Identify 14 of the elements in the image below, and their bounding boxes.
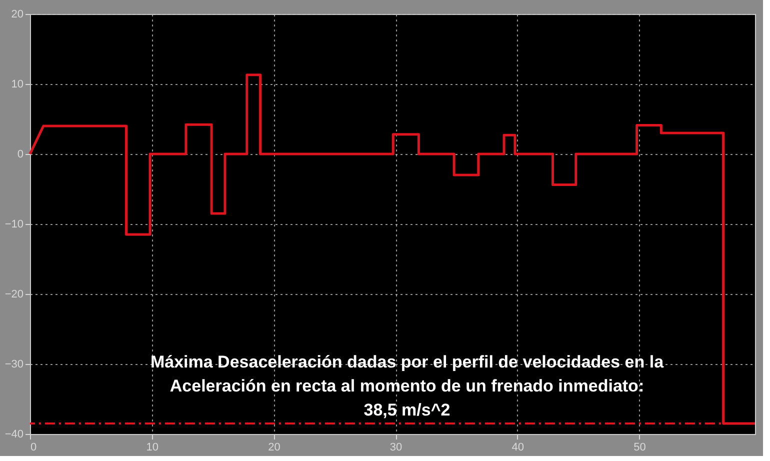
y-tick-label: 10: [11, 78, 24, 90]
y-tick-label: 20: [11, 8, 24, 20]
x-tick-label: 0: [30, 442, 37, 454]
annotation: Máxima Desaceleración dadas por el perfil de velocidades en la Aceleración en recta al momento de un frenado inmediato: 38,5 m/s^2: [150, 352, 664, 420]
x-tick-label: 50: [634, 442, 646, 454]
y-tick-label: −20: [4, 288, 24, 300]
y-tick-label: −10: [4, 218, 24, 230]
x-tick-label: 30: [390, 442, 402, 454]
x-tick-label: 10: [146, 442, 158, 454]
x-tick-label: 40: [512, 442, 524, 454]
y-tick-label: −30: [4, 358, 24, 370]
y-tick-label: 0: [17, 148, 24, 160]
x-tick-label: 20: [268, 442, 280, 454]
y-tick-label: −40: [4, 428, 24, 440]
